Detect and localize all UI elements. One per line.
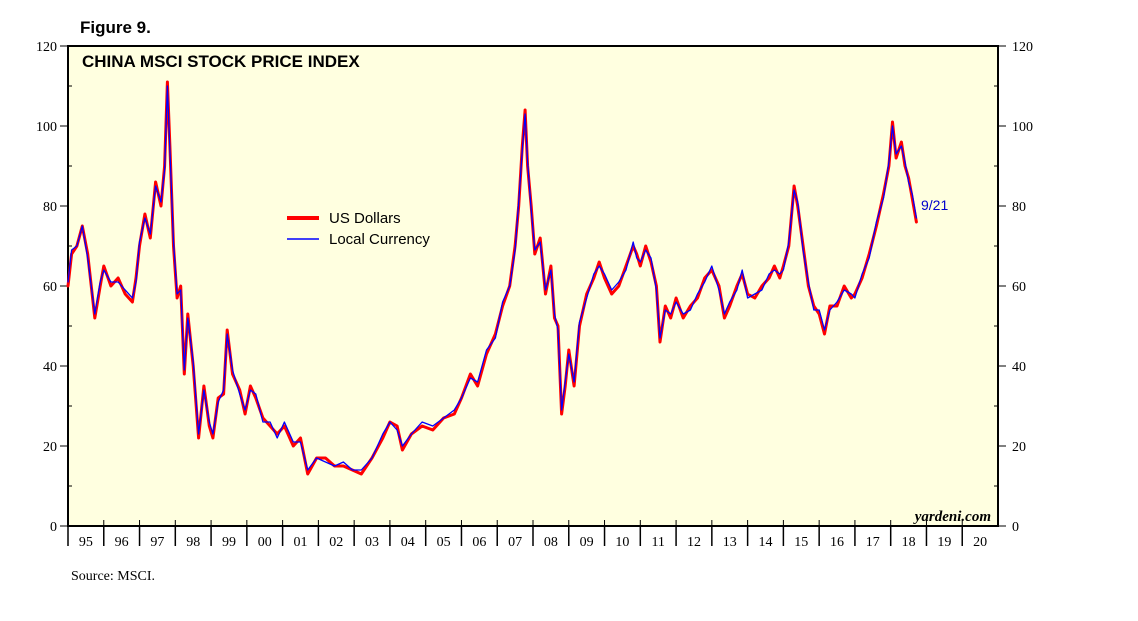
y-tick-label-right: 0 [1012,520,1019,535]
y-tick-label-left: 100 [36,120,57,135]
x-tick-label: 00 [258,535,272,550]
series-layer [66,80,918,476]
x-tick-label: 07 [508,535,522,550]
x-tick-label: 01 [294,535,308,550]
legend: US Dollars Local Currency [287,210,430,248]
x-tick-label: 16 [830,535,844,550]
x-tick-label: 14 [759,535,773,550]
x-tick-label: 19 [937,535,951,550]
x-tick-label: 05 [437,535,451,550]
watermark: yardeni.com [913,509,991,525]
x-tick-label: 17 [866,535,880,550]
x-tick-label: 99 [222,535,236,550]
x-tick-label: 03 [365,535,379,550]
y-tick-label-right: 60 [1012,280,1026,295]
x-tick-label: 04 [401,535,415,550]
y-tick-label-left: 80 [43,200,57,215]
x-axis: 95 96 97 98 99 00 01 02 03 04 05 06 07 08 09 10 11 12 13 14… [67,520,987,550]
y-tick-label-right: 40 [1012,360,1026,375]
x-tick-label: 20 [973,535,987,550]
x-tick-label: 09 [580,535,594,550]
x-tick-label: 95 [79,535,93,550]
y-axis-left: 0 20 40 60 80 100 120 [36,40,72,535]
x-tick-label: 12 [687,535,701,550]
y-axis-right: 0 20 40 60 80 100 120 [994,40,1033,535]
x-tick-label: 06 [472,535,486,550]
x-tick-label: 97 [150,535,164,550]
source-note: Source: MSCI. [71,569,155,584]
y-tick-label-left: 20 [43,440,57,455]
x-tick-label: 13 [723,535,737,550]
y-tick-label-left: 60 [43,280,57,295]
x-tick-label: 15 [794,535,808,550]
y-tick-label-left: 0 [50,520,57,535]
x-tick-label: 11 [651,535,664,550]
series-line-us-dollars [66,80,918,476]
x-tick-label: 18 [902,535,916,550]
x-tick-label: 10 [615,535,629,550]
legend-label-us-dollars: US Dollars [329,210,401,227]
y-tick-label-right: 80 [1012,200,1026,215]
x-tick-label: 98 [186,535,200,550]
legend-label-local-currency: Local Currency [329,231,430,248]
last-point-annotation: 9/21 [921,197,948,213]
series-line-local-currency [67,85,918,471]
chart-title: CHINA MSCI STOCK PRICE INDEX [82,52,360,71]
x-tick-label: 02 [329,535,343,550]
x-tick-label: 96 [115,535,129,550]
y-tick-label-left: 40 [43,360,57,375]
y-tick-label-right: 20 [1012,440,1026,455]
y-tick-label-right: 120 [1012,40,1033,55]
y-tick-label-left: 120 [36,40,57,55]
figure-label: Figure 9. [80,18,151,37]
y-tick-label-right: 100 [1012,120,1033,135]
x-tick-label: 08 [544,535,558,550]
